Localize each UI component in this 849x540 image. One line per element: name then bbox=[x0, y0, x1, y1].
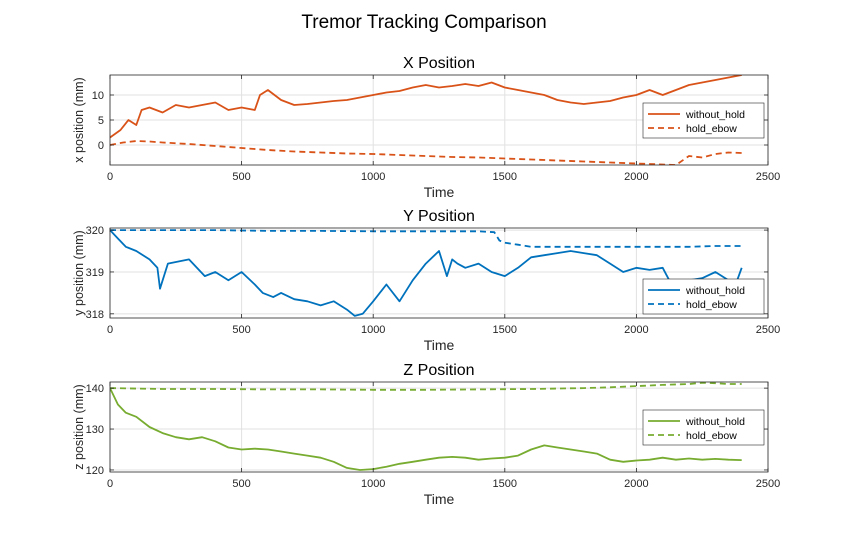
y-tick-label: 318 bbox=[86, 309, 104, 321]
subplot-title: Z Position bbox=[403, 362, 474, 379]
x-tick-label: 500 bbox=[232, 171, 250, 183]
y-tick-label: 319 bbox=[86, 267, 104, 279]
x-tick-label: 2000 bbox=[624, 478, 648, 490]
legend-label: hold_ebow bbox=[686, 123, 737, 135]
axes-frame bbox=[109, 381, 769, 473]
x-tick-label: 500 bbox=[232, 478, 250, 490]
subplot-title: X Position bbox=[403, 55, 475, 72]
x-tick-label: 2500 bbox=[756, 171, 780, 183]
subplot-title: Y Position bbox=[403, 208, 475, 225]
legend-label: hold_ebow bbox=[686, 430, 737, 442]
subplot-z: 0 500 1000 1500 2000 2500 120 130 140 Z Position T… bbox=[72, 362, 780, 507]
x-tick-label: 2500 bbox=[756, 324, 780, 336]
x-tick-label: 1500 bbox=[493, 324, 517, 336]
subplot-y: 0 500 1000 1500 2000 2500 318 319 320 Y Position T… bbox=[72, 208, 780, 353]
series-line-hold_ebow bbox=[110, 382, 742, 391]
legend-label: without_hold bbox=[685, 416, 745, 428]
legend: without_hold hold_ebow bbox=[642, 278, 765, 315]
y-axis-label: y position (mm) bbox=[72, 230, 86, 315]
y-axis-label: x position (mm) bbox=[72, 77, 86, 162]
x-tick-label: 0 bbox=[107, 324, 113, 336]
legend-box bbox=[642, 278, 765, 315]
y-tick-label: 5 bbox=[98, 115, 104, 127]
subplots-container: 0 500 1000 1500 2000 2500 0 5 10 X Position Time x … bbox=[72, 55, 780, 507]
x-tick-label: 1000 bbox=[361, 478, 385, 490]
x-tick-label: 0 bbox=[107, 478, 113, 490]
subplot-x: 0 500 1000 1500 2000 2500 0 5 10 X Position Time x … bbox=[72, 55, 780, 200]
x-tick-label: 0 bbox=[107, 171, 113, 183]
legend-label: without_hold bbox=[685, 109, 745, 121]
y-tick-label: 140 bbox=[86, 383, 104, 395]
y-tick-label: 0 bbox=[98, 140, 104, 152]
series-line-without_hold bbox=[110, 229, 743, 317]
legend-label: hold_ebow bbox=[686, 299, 737, 311]
x-tick-label: 500 bbox=[232, 324, 250, 336]
series-line-without_hold bbox=[110, 387, 742, 471]
y-axis-label: z position (mm) bbox=[72, 384, 86, 469]
x-tick-label: 1000 bbox=[361, 171, 385, 183]
legend-label: without_hold bbox=[685, 285, 745, 297]
series-line-hold_ebow bbox=[110, 229, 742, 248]
x-tick-label: 2000 bbox=[624, 171, 648, 183]
axes-frame bbox=[109, 227, 769, 319]
y-tick-label: 120 bbox=[86, 465, 104, 477]
y-tick-label: 320 bbox=[86, 225, 104, 237]
x-axis-label: Time bbox=[424, 337, 455, 353]
legend: without_hold hold_ebow bbox=[642, 102, 765, 139]
legend-box bbox=[642, 409, 765, 446]
series-line-without_hold bbox=[110, 75, 742, 139]
y-tick-label: 130 bbox=[86, 424, 104, 436]
x-axis-label: Time bbox=[424, 491, 455, 507]
x-tick-label: 2500 bbox=[756, 478, 780, 490]
legend: without_hold hold_ebow bbox=[642, 409, 765, 446]
y-tick-label: 10 bbox=[92, 90, 104, 102]
x-tick-label: 1000 bbox=[361, 324, 385, 336]
legend-box bbox=[642, 102, 765, 139]
x-axis-label: Time bbox=[424, 184, 455, 200]
x-tick-label: 1500 bbox=[493, 171, 517, 183]
x-tick-label: 1500 bbox=[493, 478, 517, 490]
figure-title: Tremor Tracking Comparison bbox=[301, 12, 546, 33]
series-line-hold_ebow bbox=[110, 140, 742, 165]
x-tick-label: 2000 bbox=[624, 324, 648, 336]
